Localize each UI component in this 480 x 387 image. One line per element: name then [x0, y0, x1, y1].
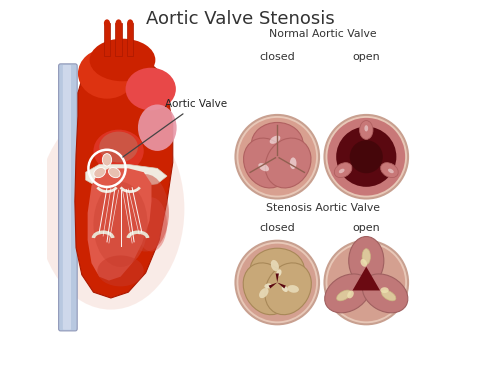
- Circle shape: [235, 241, 318, 324]
- Ellipse shape: [289, 158, 296, 169]
- Circle shape: [327, 244, 404, 321]
- Ellipse shape: [270, 260, 278, 271]
- Ellipse shape: [338, 169, 344, 173]
- Ellipse shape: [264, 263, 311, 315]
- Ellipse shape: [122, 174, 168, 252]
- Ellipse shape: [138, 104, 176, 151]
- Ellipse shape: [99, 132, 138, 163]
- FancyBboxPatch shape: [59, 64, 77, 331]
- Ellipse shape: [102, 154, 111, 166]
- Ellipse shape: [348, 236, 383, 285]
- Polygon shape: [275, 274, 278, 283]
- Text: open: open: [352, 223, 379, 233]
- Ellipse shape: [37, 108, 184, 310]
- Ellipse shape: [276, 269, 281, 277]
- Ellipse shape: [97, 255, 144, 286]
- Ellipse shape: [243, 263, 289, 315]
- Ellipse shape: [127, 19, 133, 27]
- Circle shape: [238, 118, 315, 195]
- Ellipse shape: [258, 163, 268, 171]
- Ellipse shape: [334, 163, 351, 178]
- Ellipse shape: [381, 290, 395, 301]
- Ellipse shape: [125, 68, 176, 110]
- Text: closed: closed: [259, 52, 295, 62]
- Ellipse shape: [136, 197, 167, 252]
- Polygon shape: [87, 168, 151, 281]
- Ellipse shape: [251, 122, 302, 166]
- Ellipse shape: [361, 249, 370, 265]
- Text: open: open: [352, 52, 379, 62]
- Ellipse shape: [336, 290, 350, 301]
- Circle shape: [238, 244, 315, 321]
- Polygon shape: [75, 46, 172, 298]
- Ellipse shape: [264, 283, 271, 288]
- Ellipse shape: [89, 39, 155, 81]
- Polygon shape: [268, 283, 276, 288]
- Ellipse shape: [265, 138, 311, 188]
- Ellipse shape: [324, 274, 370, 313]
- Ellipse shape: [115, 19, 121, 27]
- Ellipse shape: [108, 168, 120, 178]
- Text: Stenosis Aortic Valve: Stenosis Aortic Valve: [265, 203, 379, 213]
- Ellipse shape: [104, 19, 110, 27]
- Circle shape: [324, 115, 407, 199]
- Ellipse shape: [243, 138, 288, 188]
- Polygon shape: [276, 283, 285, 288]
- Ellipse shape: [250, 248, 304, 292]
- Ellipse shape: [380, 163, 397, 178]
- Circle shape: [235, 115, 318, 199]
- Polygon shape: [352, 267, 379, 291]
- Text: Aortic Valve Stenosis: Aortic Valve Stenosis: [146, 10, 334, 28]
- Ellipse shape: [259, 288, 268, 298]
- Circle shape: [336, 127, 396, 187]
- Ellipse shape: [269, 135, 280, 144]
- Polygon shape: [115, 23, 121, 56]
- Ellipse shape: [347, 291, 353, 298]
- Polygon shape: [85, 164, 167, 188]
- Text: Normal Aortic Valve: Normal Aortic Valve: [268, 29, 375, 39]
- Circle shape: [327, 118, 404, 195]
- Ellipse shape: [359, 121, 372, 139]
- Ellipse shape: [364, 125, 367, 132]
- Polygon shape: [104, 23, 110, 56]
- Ellipse shape: [93, 182, 147, 267]
- FancyBboxPatch shape: [63, 65, 71, 330]
- Circle shape: [349, 140, 382, 173]
- Ellipse shape: [361, 274, 407, 313]
- Text: Aortic Valve: Aortic Valve: [122, 99, 227, 157]
- Circle shape: [324, 241, 407, 324]
- Ellipse shape: [380, 287, 388, 293]
- Ellipse shape: [93, 130, 144, 172]
- Ellipse shape: [360, 259, 366, 267]
- Ellipse shape: [78, 48, 136, 99]
- Text: closed: closed: [259, 223, 295, 233]
- Ellipse shape: [287, 285, 298, 293]
- Ellipse shape: [281, 285, 287, 292]
- Ellipse shape: [387, 169, 393, 173]
- Polygon shape: [127, 23, 133, 56]
- Ellipse shape: [94, 168, 105, 178]
